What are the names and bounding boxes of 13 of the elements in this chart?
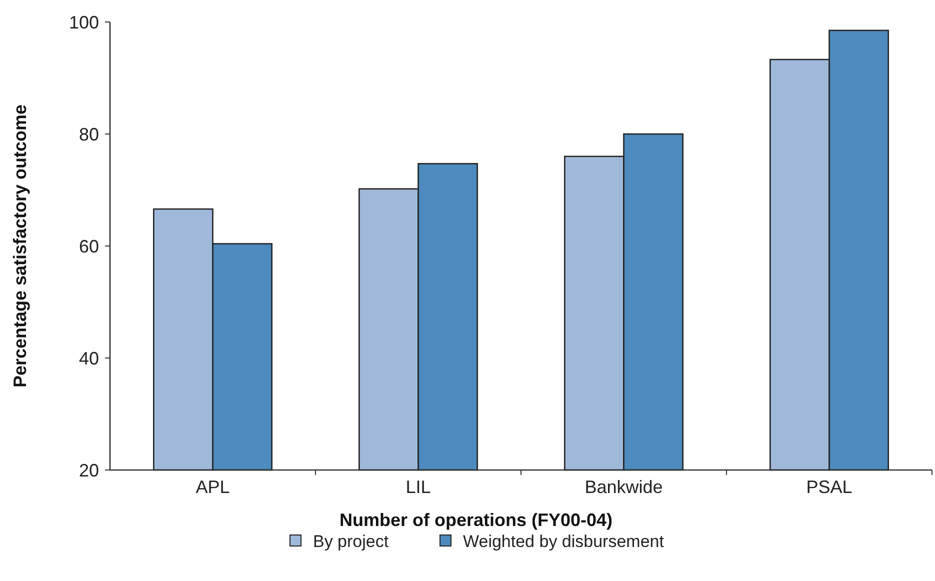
y-tick-label: 100 [68, 12, 99, 32]
x-axis-title: Number of operations (FY00-04) [339, 510, 613, 530]
legend-label: By project [313, 532, 389, 551]
legend-label: Weighted by disbursement [463, 532, 664, 551]
y-axis-title: Percentage satisfactory outcome [10, 104, 30, 388]
x-tick-label: Bankwide [584, 477, 663, 497]
y-tick-label: 20 [78, 460, 99, 480]
y-tick-label: 80 [78, 124, 99, 144]
x-tick-label: APL [196, 477, 230, 497]
y-tick-label: 60 [78, 236, 99, 256]
x-tick-label: LIL [406, 477, 431, 497]
x-tick-label: PSAL [806, 477, 852, 497]
y-tick-label: 40 [78, 348, 99, 368]
